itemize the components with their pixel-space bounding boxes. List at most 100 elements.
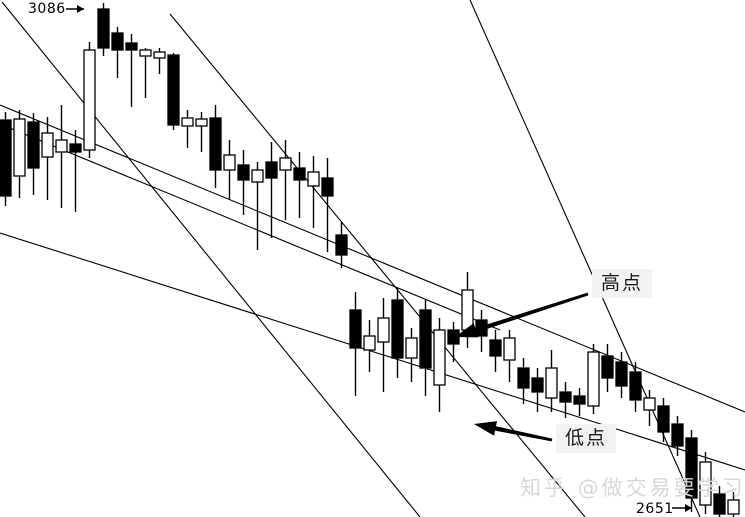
candlestick-9 (125, 34, 138, 107)
candle-body-bearish (517, 367, 530, 389)
candle-body-bearish (559, 391, 572, 403)
candle-body-bearish (713, 493, 726, 515)
channel-lower-support (0, 232, 745, 471)
candlestick-45 (629, 362, 642, 412)
candle-body-bearish (685, 437, 698, 499)
candlestick-41 (573, 388, 586, 416)
candlestick-19 (265, 142, 278, 238)
candle-body-bullish (83, 49, 96, 151)
candlestick-0 (0, 112, 12, 206)
candle-body-bullish (727, 499, 740, 515)
candlestick-42 (587, 344, 600, 414)
candlestick-15 (209, 105, 222, 188)
candle-body-bearish (69, 143, 82, 153)
candlestick-31 (433, 318, 446, 412)
candlestick-47 (657, 398, 670, 442)
candlestick-49 (685, 430, 698, 512)
candlestick-5 (69, 130, 82, 212)
low-point-arrow-icon (474, 421, 553, 442)
candlestick-24 (335, 222, 348, 268)
candle-body-bullish (363, 335, 376, 351)
candle-body-bullish (251, 169, 264, 183)
high-point-arrow-icon (455, 292, 589, 338)
high-price-label: 3086 (28, 1, 66, 17)
candlestick-37 (517, 358, 530, 404)
high-price-arrow-icon (66, 5, 84, 13)
candlestick-17 (237, 150, 250, 215)
candlestick-29 (405, 328, 418, 382)
candle-body-bullish (545, 367, 558, 399)
candlestick-series (0, 3, 740, 517)
candle-body-bullish (307, 171, 320, 187)
candlestick-4 (55, 105, 68, 208)
candle-body-bullish (139, 49, 152, 57)
candlestick-18 (251, 162, 264, 250)
candle-body-bearish (657, 405, 670, 433)
candlestick-20 (279, 140, 292, 220)
candlestick-11 (153, 48, 166, 74)
low-point-annotation: 低点 (556, 424, 617, 453)
candle-body-bearish (209, 117, 222, 171)
steep-downline-mid (169, 13, 586, 517)
candle-body-bullish (699, 461, 712, 506)
candlestick-21 (293, 152, 306, 218)
candlestick-40 (559, 382, 572, 418)
candle-body-bearish (265, 161, 278, 179)
candle-body-bullish (195, 118, 208, 127)
candle-body-bullish (587, 351, 600, 407)
candlestick-35 (489, 330, 502, 372)
candlestick-8 (111, 27, 124, 78)
low-price-arrow-icon (672, 504, 692, 512)
candlestick-10 (139, 48, 152, 98)
candlestick-36 (503, 330, 516, 382)
candle-body-bullish (377, 317, 390, 343)
high-point-annotation: 高点 (592, 269, 653, 298)
candlestick-48 (671, 416, 684, 456)
candle-body-bullish (461, 289, 474, 331)
candle-body-bullish (643, 397, 656, 411)
candle-body-bearish (489, 339, 502, 357)
candle-body-bearish (167, 54, 180, 126)
candle-body-bearish (419, 309, 432, 369)
candlestick-16 (223, 140, 236, 200)
candlestick-3 (41, 117, 54, 200)
candle-body-bullish (433, 329, 446, 386)
candle-body-bullish (503, 337, 516, 361)
candle-body-bullish (153, 51, 166, 59)
candlestick-32 (447, 322, 460, 362)
candlestick-12 (167, 53, 180, 130)
candle-body-bearish (531, 377, 544, 393)
candlestick-27 (377, 298, 390, 392)
candle-body-bearish (111, 32, 124, 51)
candlestick-30 (419, 300, 432, 396)
candle-body-bullish (13, 118, 26, 177)
candle-body-bearish (27, 121, 40, 169)
candle-body-bullish (279, 157, 292, 171)
candle-body-bearish (615, 361, 628, 387)
candlestick-44 (615, 352, 628, 398)
candle-body-bullish (223, 154, 236, 171)
candle-body-bearish (0, 119, 12, 197)
candle-body-bullish (405, 337, 418, 359)
candle-body-bearish (293, 167, 306, 181)
candlestick-38 (531, 368, 544, 412)
candlestick-25 (349, 292, 362, 396)
candlestick-1 (13, 110, 26, 198)
candle-body-bullish (41, 132, 54, 158)
steep-downline-left (1, 1, 421, 517)
candlestick-52 (727, 492, 740, 517)
candle-body-bearish (97, 8, 110, 49)
candlestick-43 (601, 344, 614, 392)
low-price-label: 2651 (636, 501, 674, 517)
candlestick-46 (643, 390, 656, 426)
candlestick-39 (545, 350, 558, 412)
candlestick-14 (195, 112, 208, 152)
candle-body-bearish (335, 234, 348, 256)
candle-body-bearish (391, 299, 404, 359)
candlestick-22 (307, 156, 320, 228)
candle-body-bearish (237, 164, 250, 181)
site-watermark: 知乎 @做交易要学习 (520, 476, 745, 500)
